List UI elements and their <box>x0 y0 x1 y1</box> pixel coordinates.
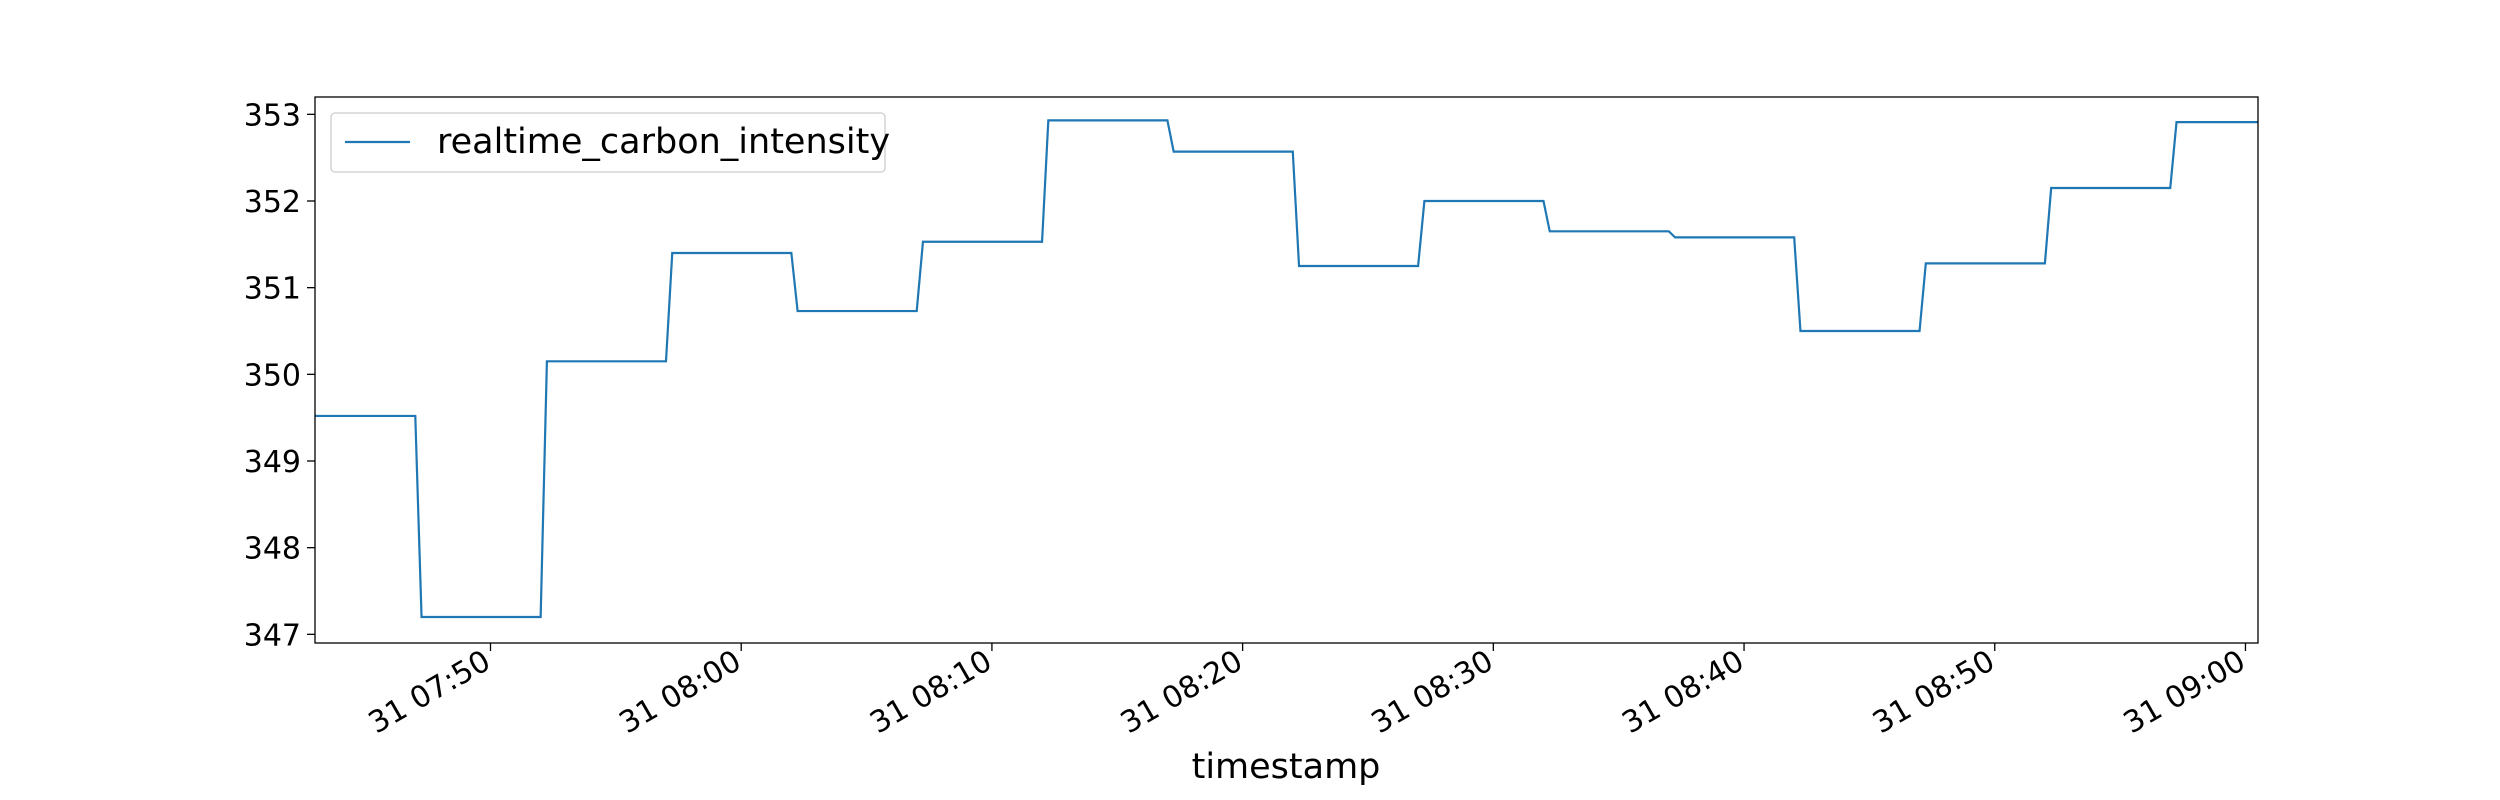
x-tick-label: 31 07:50 <box>363 644 497 741</box>
legend-box <box>330 112 886 173</box>
y-tick-label: 351 <box>244 272 301 307</box>
x-tick-label: 31 08:10 <box>864 644 998 741</box>
x-tick-label: 31 08:50 <box>1867 644 2001 741</box>
series-layer <box>315 119 2258 619</box>
legend: realtime_carbon_intensity <box>330 112 890 173</box>
plot-frame <box>314 96 2259 644</box>
y-tick-label: 352 <box>244 185 301 220</box>
y-tick-label: 347 <box>244 618 301 653</box>
legend-label: realtime_carbon_intensity <box>437 122 890 162</box>
x-tick-label: 31 08:20 <box>1115 644 1249 741</box>
y-tick-label: 353 <box>244 98 301 133</box>
y-axis: 347 348 349 350 351 352 353 <box>244 98 315 653</box>
y-tick-label: 349 <box>244 445 301 480</box>
x-tick-label: 31 08:30 <box>1366 644 1500 741</box>
series-line-0 <box>315 119 2258 619</box>
x-tick-label: 31 08:00 <box>614 644 748 741</box>
x-axis-title: timestamp <box>1192 747 1381 787</box>
x-axis: 31 07:50 31 08:00 31 08:10 31 08:20 31 08:30… <box>363 643 2252 741</box>
y-tick-label: 350 <box>244 358 301 393</box>
x-tick-label: 31 08:40 <box>1616 644 1750 741</box>
plot-background <box>315 97 2258 643</box>
x-tick-label: 31 09:00 <box>2118 644 2252 741</box>
y-tick-label: 348 <box>244 532 301 567</box>
